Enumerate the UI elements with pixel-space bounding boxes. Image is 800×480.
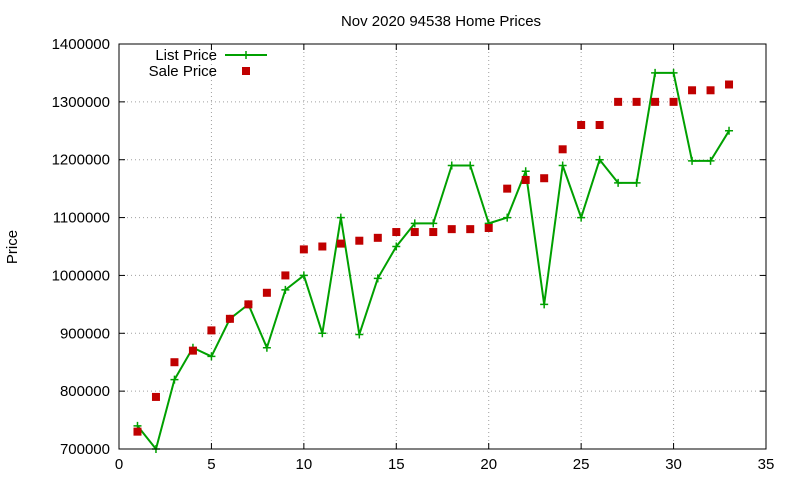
sale-price-point — [133, 427, 142, 436]
list-price-point — [540, 300, 549, 309]
list-price-point — [262, 343, 271, 352]
y-axis-label: Price — [4, 230, 21, 264]
sale-price-point — [577, 121, 586, 129]
sale-price-point — [170, 358, 179, 367]
list-price-point — [392, 242, 401, 251]
sale-price-point — [207, 326, 216, 335]
sale-price-point — [466, 225, 475, 234]
list-price-point — [410, 219, 419, 228]
x-tick-label: 15 — [388, 456, 405, 473]
sale-price-point — [558, 145, 567, 154]
chart-title: Nov 2020 94538 Home Prices — [341, 13, 541, 30]
sale-price-point — [447, 225, 456, 234]
grid-lines — [119, 44, 766, 449]
x-tick-label: 0 — [115, 456, 123, 473]
list-price-point — [466, 161, 475, 170]
list-price-point — [281, 285, 290, 294]
legend-list-price-marker — [242, 51, 250, 59]
sale-price-point — [244, 300, 253, 309]
list-price-point — [336, 213, 345, 222]
legend-sample-sale-price — [242, 67, 250, 75]
plot-border — [118, 43, 767, 450]
sale-price-point — [484, 223, 493, 232]
x-tick-label: 20 — [480, 456, 497, 473]
sale-price-point — [595, 121, 604, 129]
legend: List Price Sale Price — [149, 47, 267, 80]
list-price-line — [136, 71, 730, 450]
sale-price-point — [706, 86, 715, 95]
series-sale-price — [133, 80, 734, 436]
legend-sale-price-marker — [242, 67, 250, 75]
sale-price-point — [318, 242, 327, 251]
x-tick-label: 10 — [296, 456, 313, 473]
sale-price-point — [651, 97, 660, 106]
y-tick-label: 1000000 — [52, 267, 110, 284]
x-tick-label: 5 — [207, 456, 215, 473]
sale-price-point — [188, 346, 197, 355]
sale-price-point — [632, 97, 641, 106]
sale-price-point — [410, 228, 419, 237]
list-price-point — [558, 161, 567, 170]
x-tick-label: 35 — [758, 456, 775, 473]
list-price-point — [614, 178, 623, 187]
list-price-point — [318, 329, 327, 338]
sale-price-point — [429, 228, 438, 237]
list-price-point — [503, 213, 512, 222]
sale-price-point — [688, 86, 697, 95]
sale-price-point — [299, 245, 308, 254]
x-tick-label: 30 — [665, 456, 682, 473]
y-tick-label: 1300000 — [52, 94, 110, 111]
sale-price-point — [392, 228, 401, 237]
list-price-point — [669, 68, 678, 77]
y-tick-label: 1200000 — [52, 152, 110, 169]
y-tick-label: 800000 — [60, 383, 110, 400]
sale-price-point — [151, 392, 160, 401]
list-price-point — [355, 330, 364, 339]
axis-ticks: 0 5 10 15 20 25 30 35 700000 800000 900000 1000000 1… — [52, 36, 775, 473]
y-tick-label: 1100000 — [53, 210, 110, 227]
y-tick-label: 1400000 — [52, 36, 110, 53]
list-price-point — [207, 352, 216, 361]
sale-price-point — [373, 233, 382, 242]
sale-price-point — [540, 174, 549, 183]
list-price-point — [447, 161, 456, 170]
list-price-point — [651, 68, 660, 77]
sale-price-point — [503, 184, 512, 193]
list-price-point — [577, 213, 586, 222]
list-price-point — [632, 178, 641, 187]
list-price-point — [373, 274, 382, 283]
list-price-point — [429, 219, 438, 228]
legend-label-sale-price: Sale Price — [149, 63, 217, 80]
sale-price-point — [669, 97, 678, 106]
y-tick-label: 900000 — [60, 325, 110, 342]
sale-price-point — [225, 314, 234, 323]
sale-price-point — [521, 175, 530, 184]
sale-price-point — [262, 288, 271, 297]
sale-price-point — [725, 80, 734, 89]
sale-price-point — [355, 236, 364, 245]
sale-price-point — [336, 239, 345, 248]
list-price-point — [170, 375, 179, 384]
series-list-price — [133, 68, 734, 453]
legend-sample-list-price — [225, 51, 267, 59]
y-tick-label: 700000 — [60, 441, 110, 458]
list-price-point — [688, 156, 697, 165]
legend-label-list-price: List Price — [155, 47, 217, 64]
list-price-point — [299, 271, 308, 280]
list-price-point — [706, 156, 715, 165]
sale-price-point — [281, 271, 290, 280]
list-price-point — [595, 155, 604, 164]
x-tick-label: 25 — [573, 456, 590, 473]
sale-price-point — [614, 97, 623, 106]
list-price-point — [521, 167, 530, 176]
list-price-point — [725, 126, 734, 135]
